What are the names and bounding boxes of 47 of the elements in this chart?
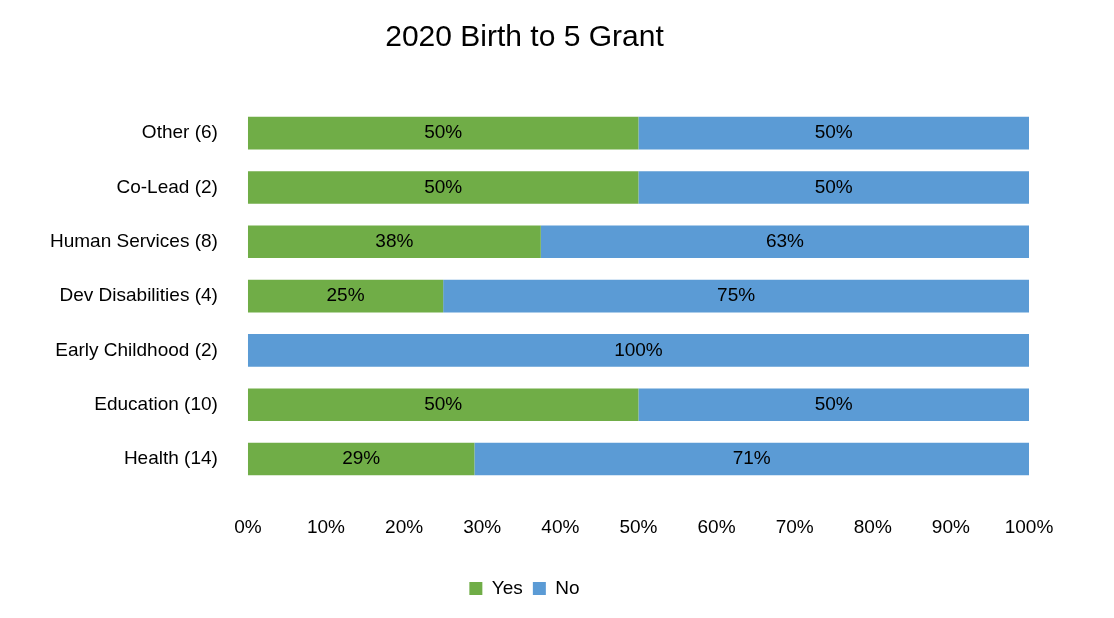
x-tick-label: 60% <box>697 515 736 537</box>
data-label: 29% <box>342 447 381 469</box>
y-tick-label: Co-Lead (2) <box>116 175 218 197</box>
data-label: 25% <box>326 284 365 306</box>
bar <box>443 279 1029 313</box>
chart-title: 2020 Birth to 5 Grant <box>385 19 665 53</box>
y-tick-label: Health (14) <box>123 447 218 469</box>
x-tick-label: 70% <box>775 515 814 537</box>
data-label: 63% <box>765 230 805 252</box>
data-label: 71% <box>732 447 771 469</box>
bar <box>638 116 1029 150</box>
data-label: 50% <box>814 392 853 414</box>
x-tick-label: 30% <box>463 515 502 537</box>
x-tick-label: 100% <box>1004 515 1054 537</box>
x-tick-label: 50% <box>619 515 658 537</box>
data-label: 100% <box>614 338 663 360</box>
y-tick-label: Education (10) <box>94 392 218 414</box>
bar <box>247 442 475 476</box>
data-label: 50% <box>424 175 463 197</box>
data-label: 50% <box>814 121 853 143</box>
bar <box>247 388 639 422</box>
data-label: 50% <box>814 175 853 197</box>
x-tick-label: 40% <box>541 515 580 537</box>
y-tick-label: Early Childhood (2) <box>55 338 218 360</box>
bar <box>540 225 1029 259</box>
x-tick-label: 90% <box>931 515 971 537</box>
data-label: 75% <box>717 284 756 306</box>
bar <box>247 116 639 150</box>
bar <box>638 171 1029 204</box>
bar <box>474 442 1029 476</box>
x-tick-label: 10% <box>306 515 346 537</box>
data-label: 38% <box>375 230 414 252</box>
x-tick-label: 0% <box>234 515 262 537</box>
legend-label: No <box>555 576 580 598</box>
y-tick-label: Other (6) <box>141 121 218 143</box>
bar <box>247 171 639 204</box>
data-label: 50% <box>424 392 463 414</box>
bar <box>247 334 1029 367</box>
bar <box>638 388 1029 422</box>
y-tick-label: Dev Disabilities (4) <box>59 284 218 306</box>
bar <box>247 279 444 313</box>
y-tick-label: Human Services (8) <box>49 230 218 252</box>
legend-label: Yes <box>491 576 523 598</box>
x-tick-label: 20% <box>385 515 424 537</box>
data-label: 50% <box>424 121 463 143</box>
bar <box>247 225 541 259</box>
x-tick-label: 80% <box>853 515 892 537</box>
